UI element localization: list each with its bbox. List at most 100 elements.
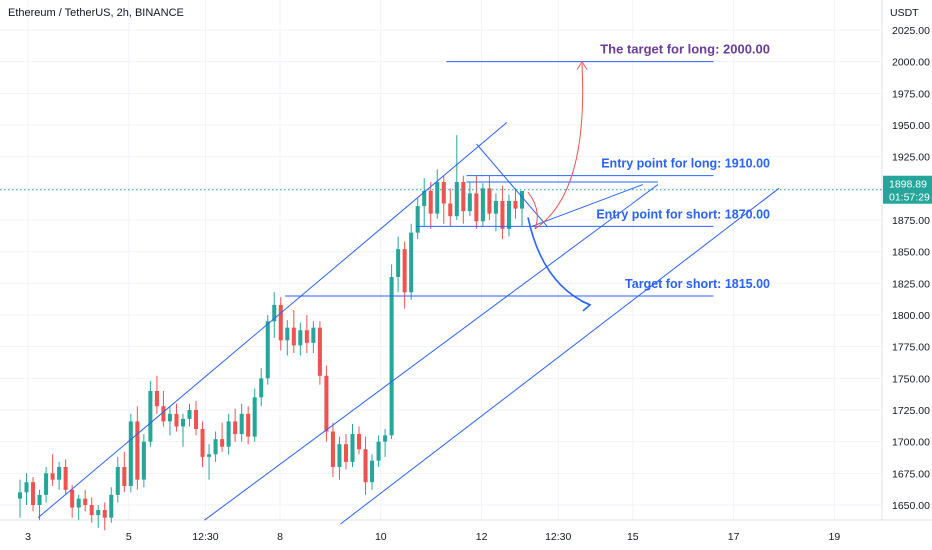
candle: [246, 406, 251, 445]
candle: [415, 198, 420, 239]
candle: [187, 403, 192, 427]
candle: [506, 194, 511, 237]
candle-body: [246, 413, 251, 437]
candle: [44, 467, 49, 503]
candle-body: [291, 327, 296, 346]
candle-body: [194, 410, 199, 429]
candle-body: [383, 435, 388, 442]
countdown-timer: 01:57:29: [889, 192, 930, 204]
y-tick-label: 1675.00: [892, 468, 930, 480]
candle-body: [239, 413, 244, 435]
candle: [50, 454, 55, 486]
x-tick-label: 5: [126, 531, 132, 543]
candle-body: [226, 421, 231, 447]
candle: [337, 436, 342, 480]
candle-body: [233, 421, 238, 435]
current-price-badge-bg: [883, 175, 932, 204]
y-tick-label: 1925.00: [892, 152, 930, 164]
candle-body: [500, 201, 505, 229]
candle-body: [285, 327, 290, 341]
candle-body: [37, 494, 42, 505]
candle: [17, 479, 23, 518]
candle: [396, 236, 401, 293]
candle-body: [350, 434, 355, 462]
candle-body: [506, 201, 511, 229]
candle-body: [89, 505, 94, 516]
short-target-arrow: [527, 217, 591, 306]
candle: [402, 241, 407, 309]
candle-body: [487, 188, 492, 214]
candle-body: [448, 203, 453, 217]
candle-body: [128, 421, 133, 486]
annotation-label: Target for short: 1815.00: [625, 277, 770, 291]
candle: [252, 388, 257, 442]
drawings: The target for long: 2000.00 Entry point …: [0, 42, 882, 525]
candle: [70, 484, 75, 518]
candle: [435, 169, 440, 219]
candle: [291, 309, 296, 353]
candle-body: [44, 473, 49, 495]
candle: [330, 422, 335, 478]
candle-body: [513, 201, 518, 209]
candle: [304, 315, 309, 353]
candle: [513, 188, 518, 219]
candle: [154, 375, 159, 414]
candle: [461, 175, 466, 224]
candle: [376, 435, 381, 467]
x-tick-label: 19: [829, 531, 841, 543]
candle: [148, 380, 153, 447]
x-tick-label: 12: [476, 531, 488, 543]
candle: [370, 454, 375, 490]
candle: [500, 185, 505, 239]
trendline: [204, 184, 659, 521]
candle-body: [17, 492, 23, 499]
candle: [493, 193, 498, 232]
candle: [278, 297, 283, 351]
candle: [448, 188, 453, 227]
y-tick-label: 1800.00: [892, 310, 930, 322]
y-tick-label: 1725.00: [892, 405, 930, 417]
candle-body: [480, 188, 485, 222]
entry-hook-arrow: [527, 191, 538, 230]
x-tick-label: 3: [25, 531, 31, 543]
candle-body: [493, 201, 498, 214]
candle-body: [363, 449, 368, 483]
candle: [487, 175, 492, 220]
candle-body: [187, 410, 192, 419]
candle: [174, 403, 179, 432]
candle-body: [207, 454, 212, 457]
x-tick-label: 8: [277, 531, 283, 543]
candle-body: [389, 277, 394, 436]
candle-body: [148, 391, 153, 442]
candle-body: [200, 429, 205, 457]
candle: [428, 182, 433, 229]
candle-body: [519, 190, 525, 209]
candle-body: [180, 418, 186, 427]
candle: [259, 368, 264, 407]
candle: [141, 434, 146, 488]
candle: [122, 451, 127, 493]
candle-body: [102, 510, 107, 518]
candle: [239, 403, 244, 442]
candle: [200, 421, 205, 467]
candle-body: [304, 330, 309, 343]
candle: [324, 365, 329, 442]
candle: [389, 264, 394, 440]
candle-body: [396, 249, 401, 277]
candle: [363, 436, 368, 495]
candle: [285, 320, 290, 356]
candle-body: [63, 467, 68, 490]
candle: [24, 473, 29, 505]
candle-body: [298, 330, 303, 346]
candle: [115, 456, 120, 503]
candle: [102, 502, 107, 531]
candle-body: [311, 327, 316, 343]
y-tick-label: 1775.00: [892, 342, 930, 354]
candle: [31, 477, 36, 512]
candle-body: [259, 378, 264, 398]
y-tick-label: 1850.00: [892, 247, 930, 259]
candle: [161, 391, 166, 427]
candle-body: [252, 397, 257, 437]
candle: [220, 422, 225, 452]
